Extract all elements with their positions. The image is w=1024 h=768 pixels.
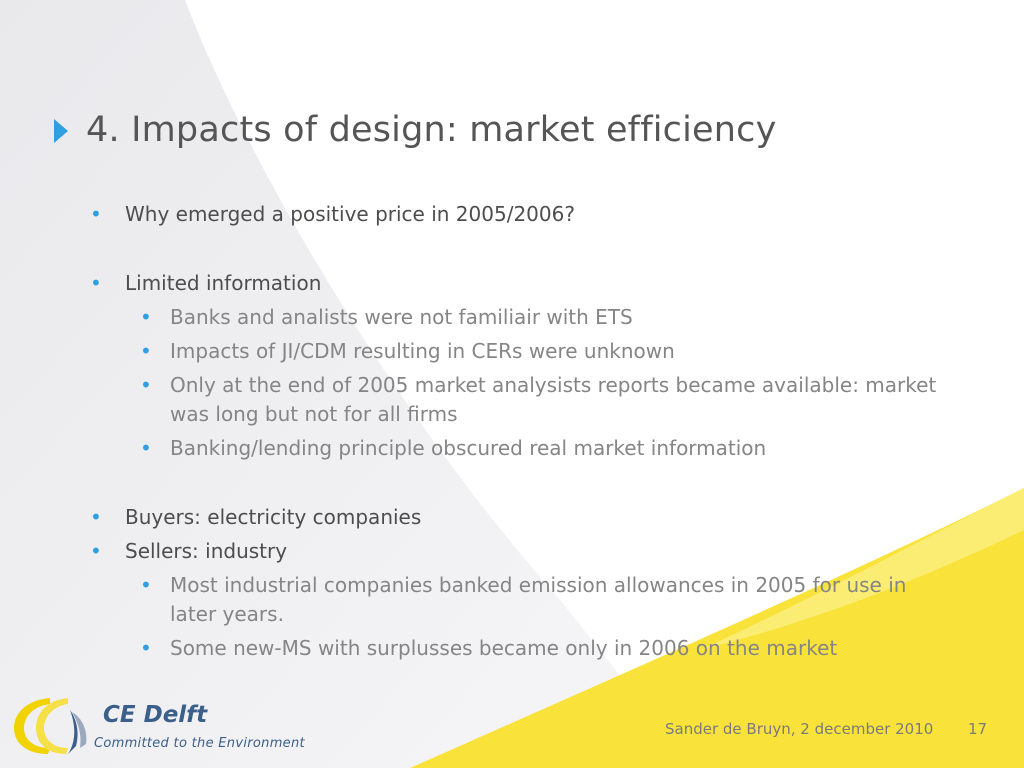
- sub-bullet-item: • Some new-MS with surplusses became onl…: [88, 634, 948, 663]
- logo-mark-icon: [14, 698, 87, 754]
- bullet-dot: •: [140, 573, 152, 597]
- bullet-text: Sellers: industry: [125, 539, 288, 563]
- bullet-item: • Buyers: electricity companies: [88, 503, 948, 532]
- slide-title: 4. Impacts of design: market efficiency: [86, 110, 777, 150]
- logo-tagline: Committed to the Environment: [94, 736, 305, 751]
- bullet-text: Limited information: [125, 271, 322, 295]
- bullet-item: • Limited information: [88, 269, 948, 298]
- sub-bullet-item: • Most industrial companies banked emiss…: [88, 571, 948, 629]
- bullet-dot: •: [140, 305, 152, 329]
- gray-swoosh: [0, 0, 690, 768]
- bullet-item: • Sellers: industry: [88, 537, 948, 566]
- bullet-text: Buyers: electricity companies: [125, 505, 422, 529]
- bullet-dot: •: [90, 202, 102, 226]
- sub-bullet-text: Only at the end of 2005 market analysist…: [170, 373, 937, 426]
- bullet-dot: •: [140, 636, 152, 660]
- sub-bullet-item: • Banking/lending principle obscured rea…: [88, 434, 948, 463]
- sub-bullet-text: Banking/lending principle obscured real …: [170, 436, 767, 460]
- sub-bullet-text: Banks and analists were not familiair wi…: [170, 305, 633, 329]
- sub-bullet-item: • Only at the end of 2005 market analysi…: [88, 371, 948, 429]
- bullet-dot: •: [90, 271, 102, 295]
- ce-delft-logo: CE Delft Committed to the Environment: [10, 692, 310, 758]
- page-number: 17: [968, 720, 988, 738]
- sub-bullet-text: Some new-MS with surplusses became only …: [170, 636, 838, 660]
- sub-bullet-text: Most industrial companies banked emissio…: [170, 573, 907, 626]
- title-row: 4. Impacts of design: market efficiency: [54, 110, 777, 150]
- bullet-dot: •: [90, 505, 102, 529]
- bullet-dot: •: [140, 373, 152, 397]
- bullet-dot: •: [140, 339, 152, 363]
- bullet-item: • Why emerged a positive price in 2005/2…: [88, 200, 948, 229]
- sub-bullet-item: • Banks and analists were not familiair …: [88, 303, 948, 332]
- title-arrow-icon: [54, 119, 68, 143]
- bullet-dot: •: [140, 436, 152, 460]
- sub-bullet-item: • Impacts of JI/CDM resulting in CERs we…: [88, 337, 948, 366]
- bullet-dot: •: [90, 539, 102, 563]
- sub-bullet-text: Impacts of JI/CDM resulting in CERs were…: [170, 339, 675, 363]
- footer-presenter: Sander de Bruyn, 2 december 2010: [665, 720, 934, 738]
- bullet-text: Why emerged a positive price in 2005/200…: [125, 202, 575, 226]
- bullet-list: • Why emerged a positive price in 2005/2…: [88, 200, 948, 663]
- logo-name: CE Delft: [103, 702, 208, 728]
- yellow-swoosh: [410, 488, 1024, 768]
